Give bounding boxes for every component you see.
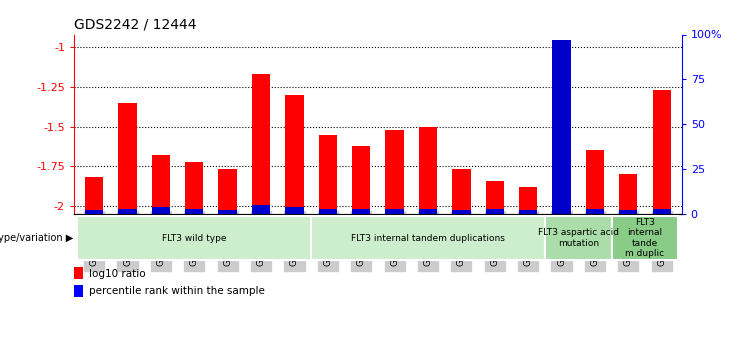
FancyBboxPatch shape [78, 216, 311, 260]
Text: genotype/variation ▶: genotype/variation ▶ [0, 233, 73, 243]
Bar [452, 169, 471, 214]
Bar [452, 210, 471, 214]
Bar [252, 74, 270, 214]
Bar [152, 155, 170, 214]
Bar [385, 130, 404, 214]
Bar [285, 95, 304, 214]
Bar [619, 174, 637, 214]
Bar [653, 90, 671, 214]
Bar [74, 285, 83, 297]
Bar [319, 208, 337, 214]
Text: FLT3
internal
tande
m duplic: FLT3 internal tande m duplic [625, 218, 665, 258]
Bar [419, 127, 437, 214]
Bar [119, 103, 136, 214]
FancyBboxPatch shape [611, 216, 678, 260]
Text: percentile rank within the sample: percentile rank within the sample [89, 286, 265, 296]
FancyBboxPatch shape [545, 216, 611, 260]
Bar [152, 207, 170, 214]
Bar [185, 208, 204, 214]
Bar [653, 208, 671, 214]
FancyBboxPatch shape [311, 216, 545, 260]
Text: FLT3 aspartic acid
mutation: FLT3 aspartic acid mutation [538, 228, 619, 248]
Bar [285, 207, 304, 214]
Bar [185, 161, 204, 214]
Bar [352, 146, 370, 214]
Bar [319, 135, 337, 214]
Bar [252, 205, 270, 214]
Bar [385, 208, 404, 214]
Bar [219, 169, 237, 214]
Bar [485, 208, 504, 214]
Bar [552, 52, 571, 214]
Text: FLT3 internal tandem duplications: FLT3 internal tandem duplications [351, 234, 505, 243]
Text: FLT3 wild type: FLT3 wild type [162, 234, 227, 243]
Bar [419, 208, 437, 214]
Bar [352, 208, 370, 214]
Text: GDS2242 / 12444: GDS2242 / 12444 [74, 18, 196, 32]
Bar [485, 180, 504, 214]
Bar [519, 210, 537, 214]
Bar [619, 210, 637, 214]
Text: log10 ratio: log10 ratio [89, 269, 145, 278]
Bar [585, 208, 604, 214]
Bar [74, 267, 83, 279]
Bar [85, 177, 103, 214]
Bar [85, 210, 103, 214]
Bar [219, 210, 237, 214]
Bar [585, 150, 604, 214]
Bar [519, 187, 537, 214]
Bar [119, 208, 136, 214]
Bar [552, 40, 571, 214]
